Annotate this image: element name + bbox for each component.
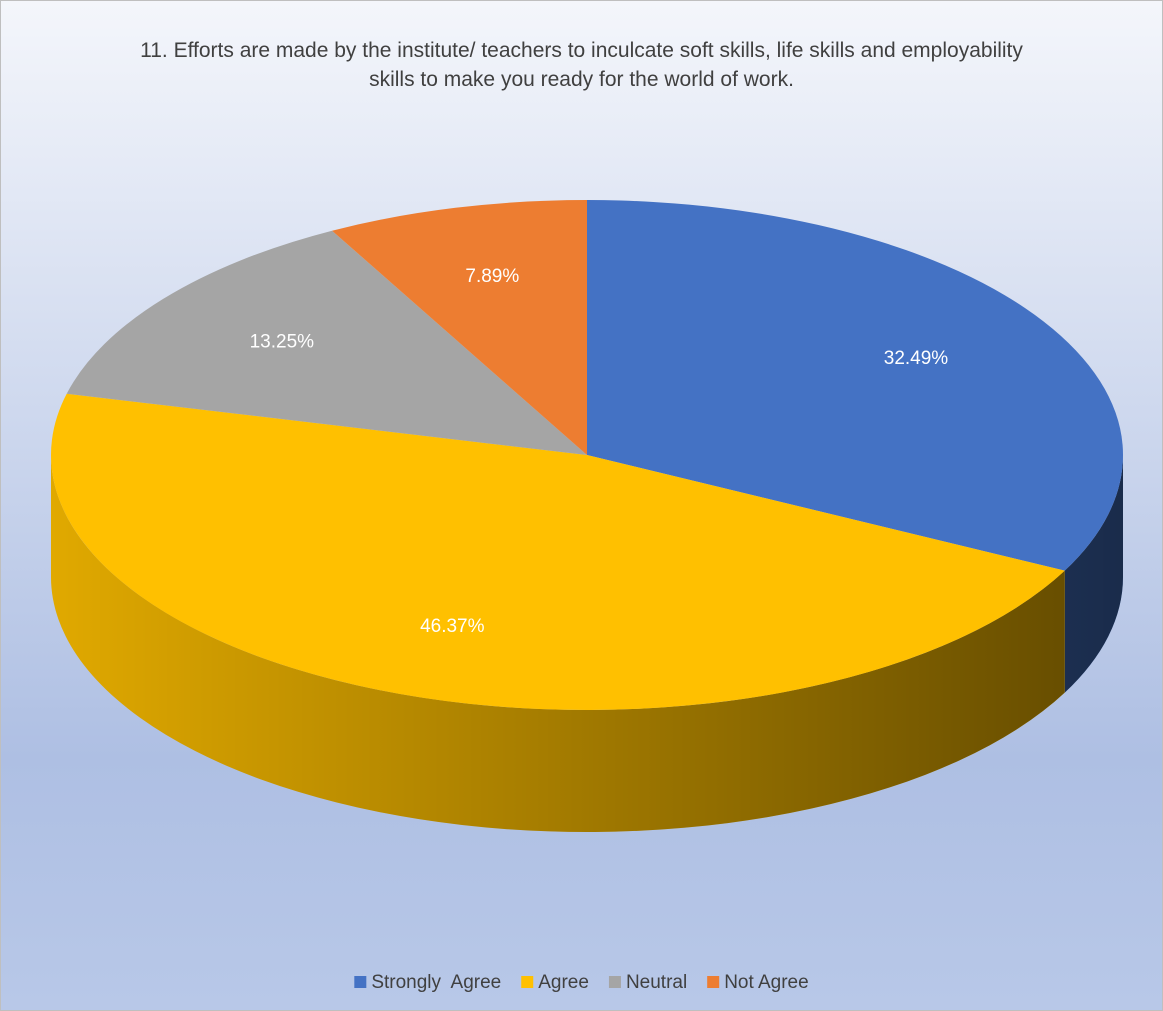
data-label: 7.89% [465, 266, 519, 287]
data-label: 13.25% [250, 332, 315, 353]
legend-label: Neutral [626, 972, 687, 993]
side-shade [51, 455, 1065, 832]
legend-swatch [608, 976, 621, 988]
legend-label: Strongly Agree [371, 972, 501, 993]
slice [332, 200, 587, 455]
legend-swatch [521, 976, 534, 988]
legend-swatch [707, 976, 720, 988]
data-label: 46.37% [420, 616, 485, 637]
side-shade [1064, 455, 1123, 693]
legend-label: Not Agree [724, 972, 809, 993]
chart-title: 11. Efforts are made by the institute/ t… [140, 39, 1023, 91]
slice [587, 200, 1123, 571]
legend-label: Agree [538, 972, 589, 993]
legend-swatch [354, 976, 367, 988]
slice [66, 230, 587, 455]
slice [50, 393, 1065, 711]
data-label: 32.49% [884, 348, 949, 369]
